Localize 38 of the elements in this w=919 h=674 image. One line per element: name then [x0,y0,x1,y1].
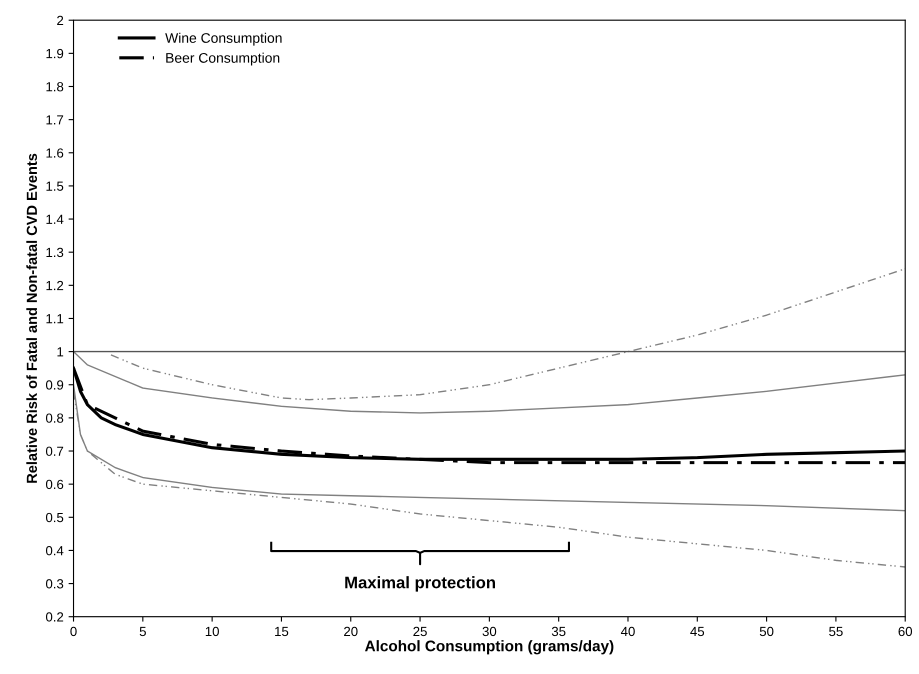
y-tick-label: 1 [57,347,64,356]
x-tick-label: 60 [898,626,912,636]
y-tick-label: 0.2 [46,612,64,622]
x-tick-label: 20 [344,626,358,636]
x-tick-label: 5 [140,626,146,636]
x-axis-title: Alcohol Consumption (grams/day) [364,640,614,654]
y-tick-label: 1.6 [46,148,64,158]
y-tick-label: 1.5 [46,182,64,191]
x-tick-label: 45 [690,626,704,636]
x-tick-label: 30 [482,626,496,636]
y-tick-label: 2 [57,16,64,25]
x-tick-label: 50 [760,626,774,636]
x-tick-label: 40 [620,626,635,636]
y-tick-label: 0.7 [46,446,64,456]
legend-label: Wine Consumption [165,32,282,46]
y-tick-label: 1.2 [46,280,64,290]
x-tick-label: 55 [829,626,843,636]
x-tick-label: 10 [206,626,219,636]
line-series [74,350,906,414]
x-tick-label: 25 [413,626,427,636]
y-tick-label: 1.3 [46,248,64,258]
y-tick-label: 0.5 [46,512,64,522]
y-tick-label: 1.9 [46,48,64,58]
y-tick-label: 0.3 [46,579,64,588]
y-tick-label: 1.1 [46,314,64,324]
x-tick-label: 15 [275,626,288,636]
y-tick-label: 1.7 [46,115,64,124]
legend-label: Beer Consumption [166,52,280,66]
y-tick-label: 1.4 [46,214,64,224]
y-tick-label: 0.4 [46,546,64,556]
y-tick-label: 0.9 [46,380,64,390]
x-tick-label: 0 [70,626,77,636]
y-axis-title: Relative Risk of Fatal and Non-fatal CVD Events [26,154,38,483]
y-tick-label: 0.8 [46,413,64,423]
y-tick-label: 1.8 [46,82,64,92]
x-tick-label: 35 [552,626,566,636]
annotation: Maximal protection [345,576,495,592]
y-tick-label: 0.6 [46,480,64,490]
